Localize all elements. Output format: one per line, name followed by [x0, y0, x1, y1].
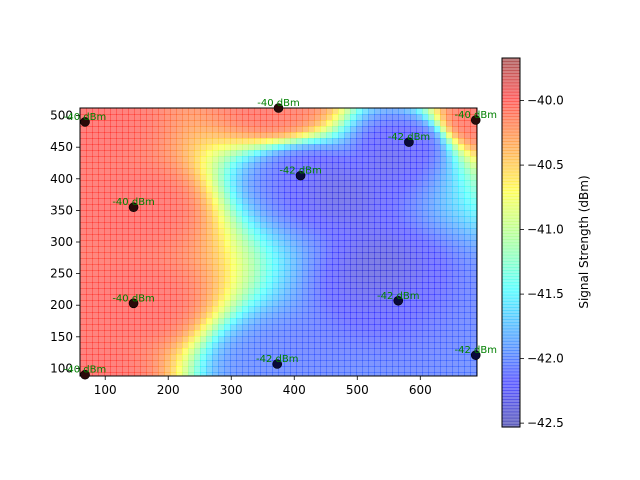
point-label: -40 dBm — [112, 293, 154, 304]
colorbar-frame — [501, 57, 521, 428]
measurement-point — [393, 295, 404, 306]
colorbar-tick-label: −40.5 — [527, 158, 564, 172]
point-label: -42 dBm — [388, 132, 430, 143]
colorbar-tick-label: −40.0 — [527, 94, 564, 108]
point-label: -42 dBm — [377, 291, 419, 302]
x-tick-label: 100 — [94, 383, 117, 397]
x-axis: 100 200 300 400 500 600 — [94, 376, 432, 397]
y-tick-label: 150 — [50, 330, 73, 344]
colorbar: −42.5 −42.0 −41.5 −41.0 −40.5 −40.0 Signal St… — [501, 57, 591, 430]
measurement-point — [295, 170, 306, 181]
y-tick-label: 100 — [50, 361, 73, 375]
y-tick-label: 250 — [50, 267, 73, 281]
y-axis: 100 150 200 250 300 350 400 450 500 — [50, 109, 80, 375]
plot-area: 100 200 300 400 500 600 100 150 200 250 300 350 400… — [50, 98, 497, 397]
x-tick-label: 200 — [157, 383, 180, 397]
point-label: -42 dBm — [256, 354, 298, 365]
y-tick-label: 300 — [50, 235, 73, 249]
point-label: -40 dBm — [64, 112, 106, 123]
heat-field — [80, 108, 477, 376]
measurement-point — [404, 137, 414, 147]
point-label: -42 dBm — [455, 345, 497, 356]
point-label: -42 dBm — [279, 166, 321, 177]
measurement-points: -40 dBm -40 dBm -40 dBm -40 dBm -40 dBm -40 d… — [64, 98, 497, 380]
point-label: -40 dBm — [455, 110, 497, 121]
x-tick-label: 600 — [409, 383, 432, 397]
x-tick-label: 500 — [346, 383, 369, 397]
colorbar-gradient — [502, 58, 520, 428]
measurement-point — [470, 115, 481, 125]
colorbar-tick-label: −41.0 — [527, 223, 564, 237]
y-tick-label: 200 — [50, 298, 73, 312]
y-tick-label: 400 — [50, 172, 73, 186]
measurement-point — [80, 369, 90, 380]
y-tick-label: 350 — [50, 203, 73, 217]
y-tick-label: 500 — [50, 109, 73, 123]
colorbar-label: Signal Strength (dBm) — [577, 175, 591, 308]
colorbar-ticks: −42.5 −42.0 −41.5 −41.0 −40.5 −40.0 — [520, 94, 564, 430]
x-tick-label: 300 — [220, 383, 243, 397]
colorbar-tick-label: −41.5 — [527, 287, 564, 301]
point-label: -40 dBm — [112, 197, 154, 208]
point-label: -40 dBm — [257, 98, 299, 109]
measurement-point — [272, 359, 283, 369]
measurement-point — [80, 117, 90, 127]
colorbar-tick-label: −42.0 — [527, 352, 564, 366]
colorbar-tick-label: −42.5 — [527, 416, 564, 430]
x-tick-label: 400 — [283, 383, 306, 397]
point-label: -40 dBm — [64, 365, 106, 376]
measurement-point — [470, 350, 481, 360]
y-tick-label: 450 — [50, 140, 73, 154]
measurement-point — [273, 103, 284, 113]
measurement-point — [128, 202, 139, 213]
measurement-point — [128, 298, 139, 309]
